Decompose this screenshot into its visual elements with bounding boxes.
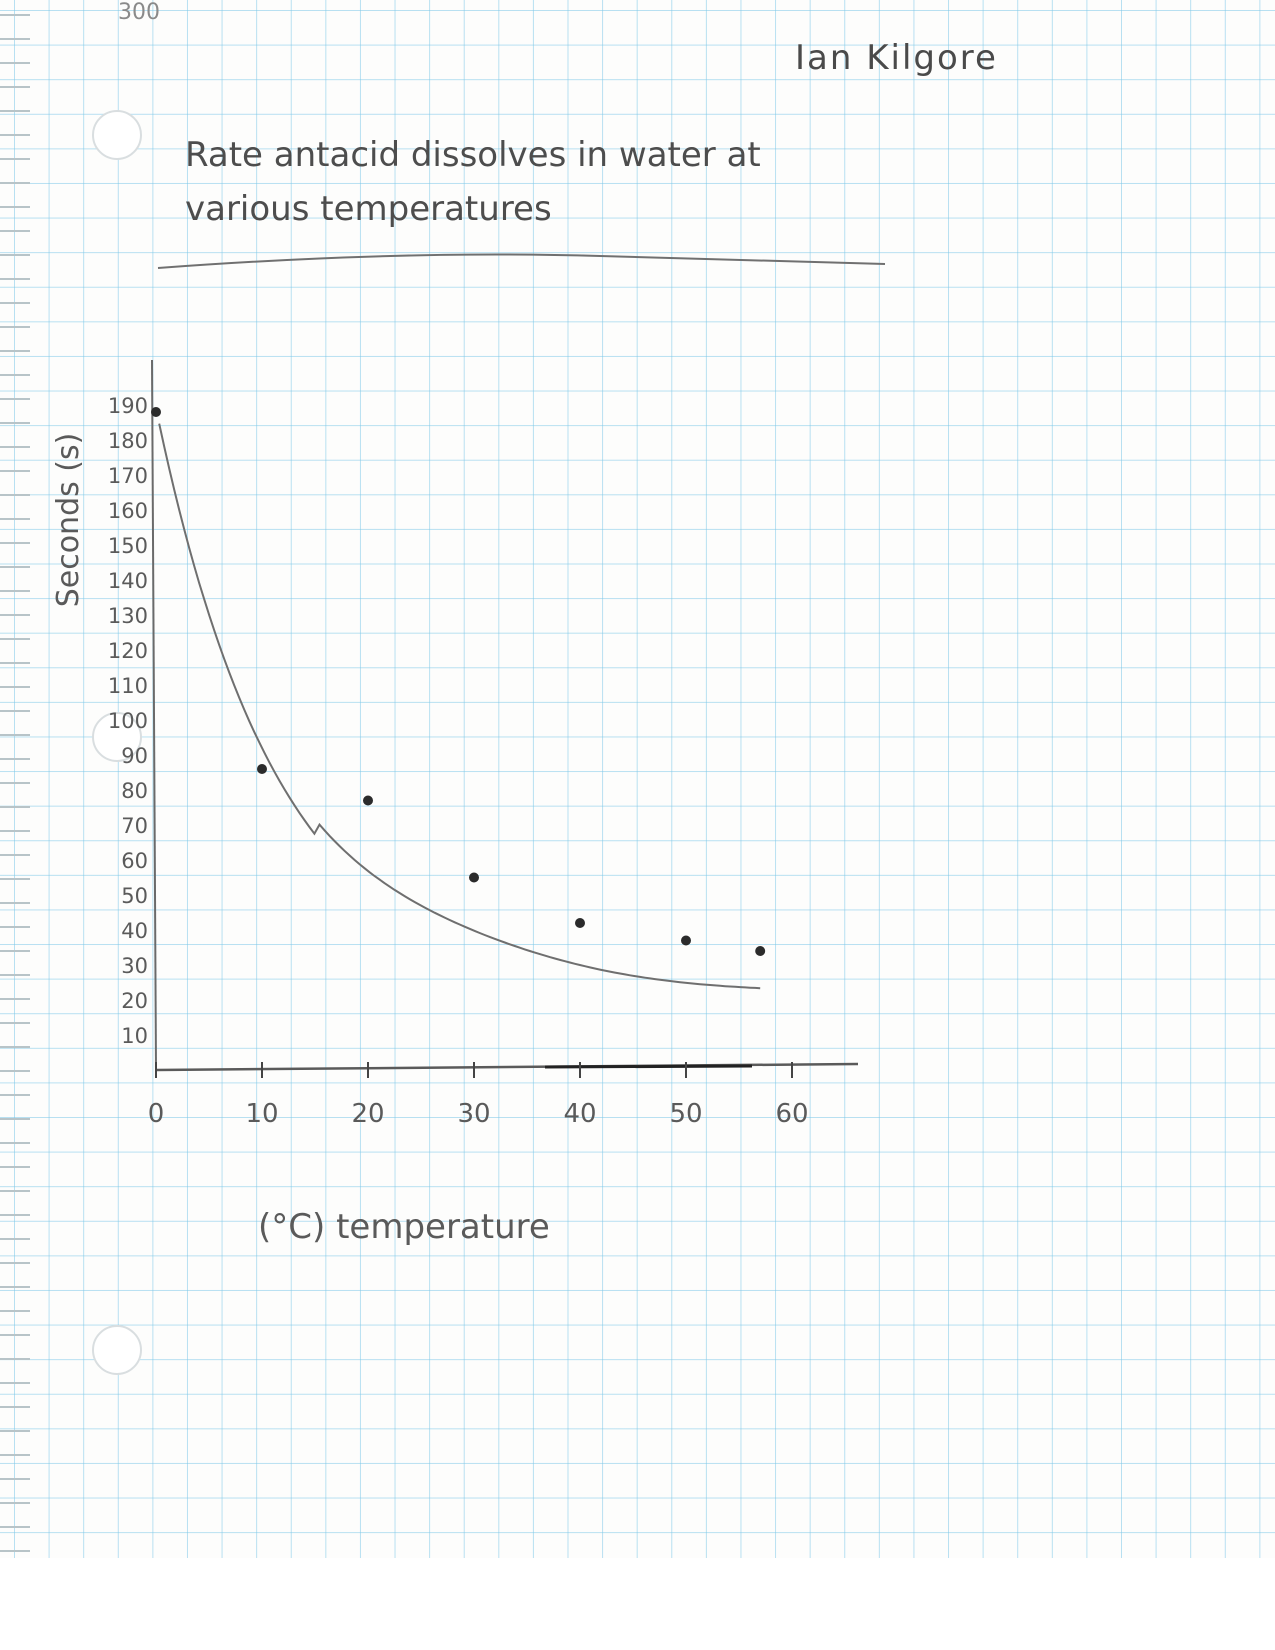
data-point <box>575 918 585 928</box>
x-tick-label: 10 <box>245 1099 278 1129</box>
data-point <box>755 946 766 956</box>
x-axis-label: (°C) temperature <box>258 1207 550 1247</box>
data-point <box>151 407 161 417</box>
y-tick-label: 190 <box>108 394 148 418</box>
data-point <box>469 872 479 883</box>
axes <box>151 359 859 1078</box>
chart-title: Rate antacid dissolves in water at vario… <box>185 128 825 236</box>
y-tick-label: 90 <box>121 744 148 768</box>
y-tick-label: 170 <box>108 464 148 488</box>
y-tick-label: 10 <box>121 1024 148 1048</box>
y-tick-label: 150 <box>108 534 148 558</box>
y-tick-label: 70 <box>121 814 148 838</box>
y-tick-label: 60 <box>121 849 148 873</box>
y-axis <box>151 359 157 1071</box>
chart-title-text: Rate antacid dissolves in water at vario… <box>185 135 761 229</box>
x-tick-label: 60 <box>775 1099 808 1129</box>
data-point <box>257 764 267 774</box>
title-underline <box>157 253 886 269</box>
x-tick-label: 0 <box>148 1099 165 1129</box>
data-point <box>363 795 373 806</box>
x-tick-label: 40 <box>563 1099 596 1129</box>
x-tick-label: 50 <box>669 1099 702 1129</box>
trend-curve <box>158 423 761 990</box>
y-tick-label: 140 <box>108 569 148 593</box>
y-tick-label: 110 <box>108 674 148 698</box>
x-axis-ink-overlay <box>544 1064 753 1069</box>
binder-hole-middle <box>92 712 142 762</box>
bottom-margin <box>0 1558 1275 1650</box>
binder-hole-top <box>92 110 142 160</box>
y-tick-label: 160 <box>108 499 148 523</box>
spiral-binding <box>0 0 30 1560</box>
y-tick-label: 180 <box>108 429 148 453</box>
y-tick-label: 130 <box>108 604 148 628</box>
axis-labels: 0 10 20 30 40 50 60 190 180 170 160 150 140 130 120 110… <box>51 394 809 1247</box>
y-axis-label: Seconds (s) <box>51 433 86 608</box>
binder-hole-bottom <box>92 1325 142 1375</box>
x-tick-label: 20 <box>351 1099 384 1129</box>
x-tick-label: 30 <box>457 1099 490 1129</box>
y-tick-label: 120 <box>108 639 148 663</box>
y-tick-label: 30 <box>121 954 148 978</box>
y-tick-label: 80 <box>121 779 148 803</box>
y-tick-label: 50 <box>121 884 148 908</box>
data-point <box>681 935 691 946</box>
corner-label: 300 <box>118 0 160 25</box>
data-points <box>151 407 766 956</box>
y-tick-label: 20 <box>121 989 148 1013</box>
y-tick-label: 40 <box>121 919 148 943</box>
author-name: Ian Kilgore <box>795 38 998 78</box>
y-tick-label: 100 <box>108 709 148 733</box>
trend-curve-path <box>158 423 761 990</box>
